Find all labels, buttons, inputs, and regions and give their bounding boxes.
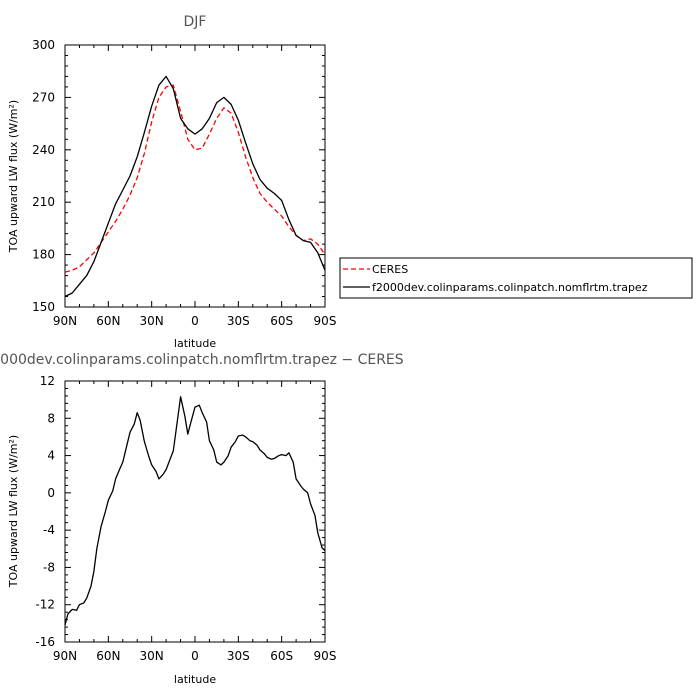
y-tick-label: 4 bbox=[47, 449, 55, 463]
y-tick-label: 240 bbox=[32, 143, 55, 157]
bottom-panel: f2000dev.colinparams.colinpatch.nomflrtm… bbox=[0, 352, 404, 686]
top-chart-title: DJF bbox=[184, 14, 207, 30]
series-line-model bbox=[64, 396, 326, 626]
top-x-axis-label: latitude bbox=[174, 337, 216, 350]
bottom-y-tick-labels: -16 -12 -8 -4 0 4 8 12 bbox=[35, 374, 55, 649]
y-tick-label: 8 bbox=[47, 411, 55, 425]
y-tick-label: 300 bbox=[32, 38, 55, 52]
y-tick-label: -16 bbox=[35, 635, 55, 649]
x-tick-label: 30S bbox=[227, 649, 250, 663]
x-tick-label: 90N bbox=[53, 314, 77, 328]
top-x-tick-labels: 90N 60N 30N 0 30S 60S 90S bbox=[53, 314, 337, 328]
x-tick-label: 60N bbox=[96, 314, 120, 328]
legend: CERES f2000dev.colinparams.colinpatch.no… bbox=[339, 257, 693, 299]
x-tick-label: 90S bbox=[314, 649, 337, 663]
y-tick-label: -8 bbox=[43, 560, 55, 574]
bottom-axis-ticks bbox=[64, 380, 326, 643]
legend-label-ceres: CERES bbox=[372, 263, 408, 276]
bottom-x-tick-labels: 90N 60N 30N 0 30S 60S 90S bbox=[53, 649, 337, 663]
bottom-x-axis-label: latitude bbox=[174, 673, 216, 686]
x-tick-label: 30N bbox=[140, 314, 164, 328]
bottom-series-lines bbox=[64, 396, 326, 626]
x-tick-label: 0 bbox=[191, 649, 199, 663]
y-tick-label: -12 bbox=[35, 598, 55, 612]
y-tick-label: -4 bbox=[43, 523, 55, 537]
y-tick-label: 150 bbox=[32, 300, 55, 314]
y-tick-label: 12 bbox=[40, 374, 55, 388]
y-tick-label: 270 bbox=[32, 90, 55, 104]
x-tick-label: 30N bbox=[140, 649, 164, 663]
x-tick-label: 60S bbox=[270, 649, 293, 663]
top-series-lines bbox=[64, 75, 326, 298]
top-y-tick-labels: 150 180 210 240 270 300 bbox=[32, 38, 55, 314]
x-tick-label: 30S bbox=[227, 314, 250, 328]
top-y-axis-label: TOA upward LW flux (W/m²) bbox=[7, 100, 20, 253]
y-tick-label: 0 bbox=[47, 486, 55, 500]
bottom-y-axis-label: TOA upward LW flux (W/m²) bbox=[7, 435, 20, 588]
y-tick-label: 180 bbox=[32, 248, 55, 262]
top-panel: DJF 90N 60N 30N 0 30S 60S 90S 150 180 210 240 270 3… bbox=[7, 14, 336, 350]
x-tick-label: 90N bbox=[53, 649, 77, 663]
series-line-model bbox=[64, 75, 326, 298]
bottom-chart-title: f2000dev.colinparams.colinpatch.nomflrtm… bbox=[0, 352, 404, 368]
bottom-plot-frame bbox=[64, 380, 326, 643]
x-tick-label: 60N bbox=[96, 649, 120, 663]
y-tick-label: 210 bbox=[32, 195, 55, 209]
x-tick-label: 0 bbox=[191, 314, 199, 328]
x-tick-label: 90S bbox=[314, 314, 337, 328]
top-plot-frame bbox=[64, 44, 326, 308]
x-tick-label: 60S bbox=[270, 314, 293, 328]
legend-label-model: f2000dev.colinparams.colinpatch.nomflrtm… bbox=[372, 281, 648, 294]
top-axis-ticks bbox=[64, 44, 326, 308]
series-line-ceres bbox=[64, 84, 326, 273]
legend-box bbox=[339, 257, 693, 299]
